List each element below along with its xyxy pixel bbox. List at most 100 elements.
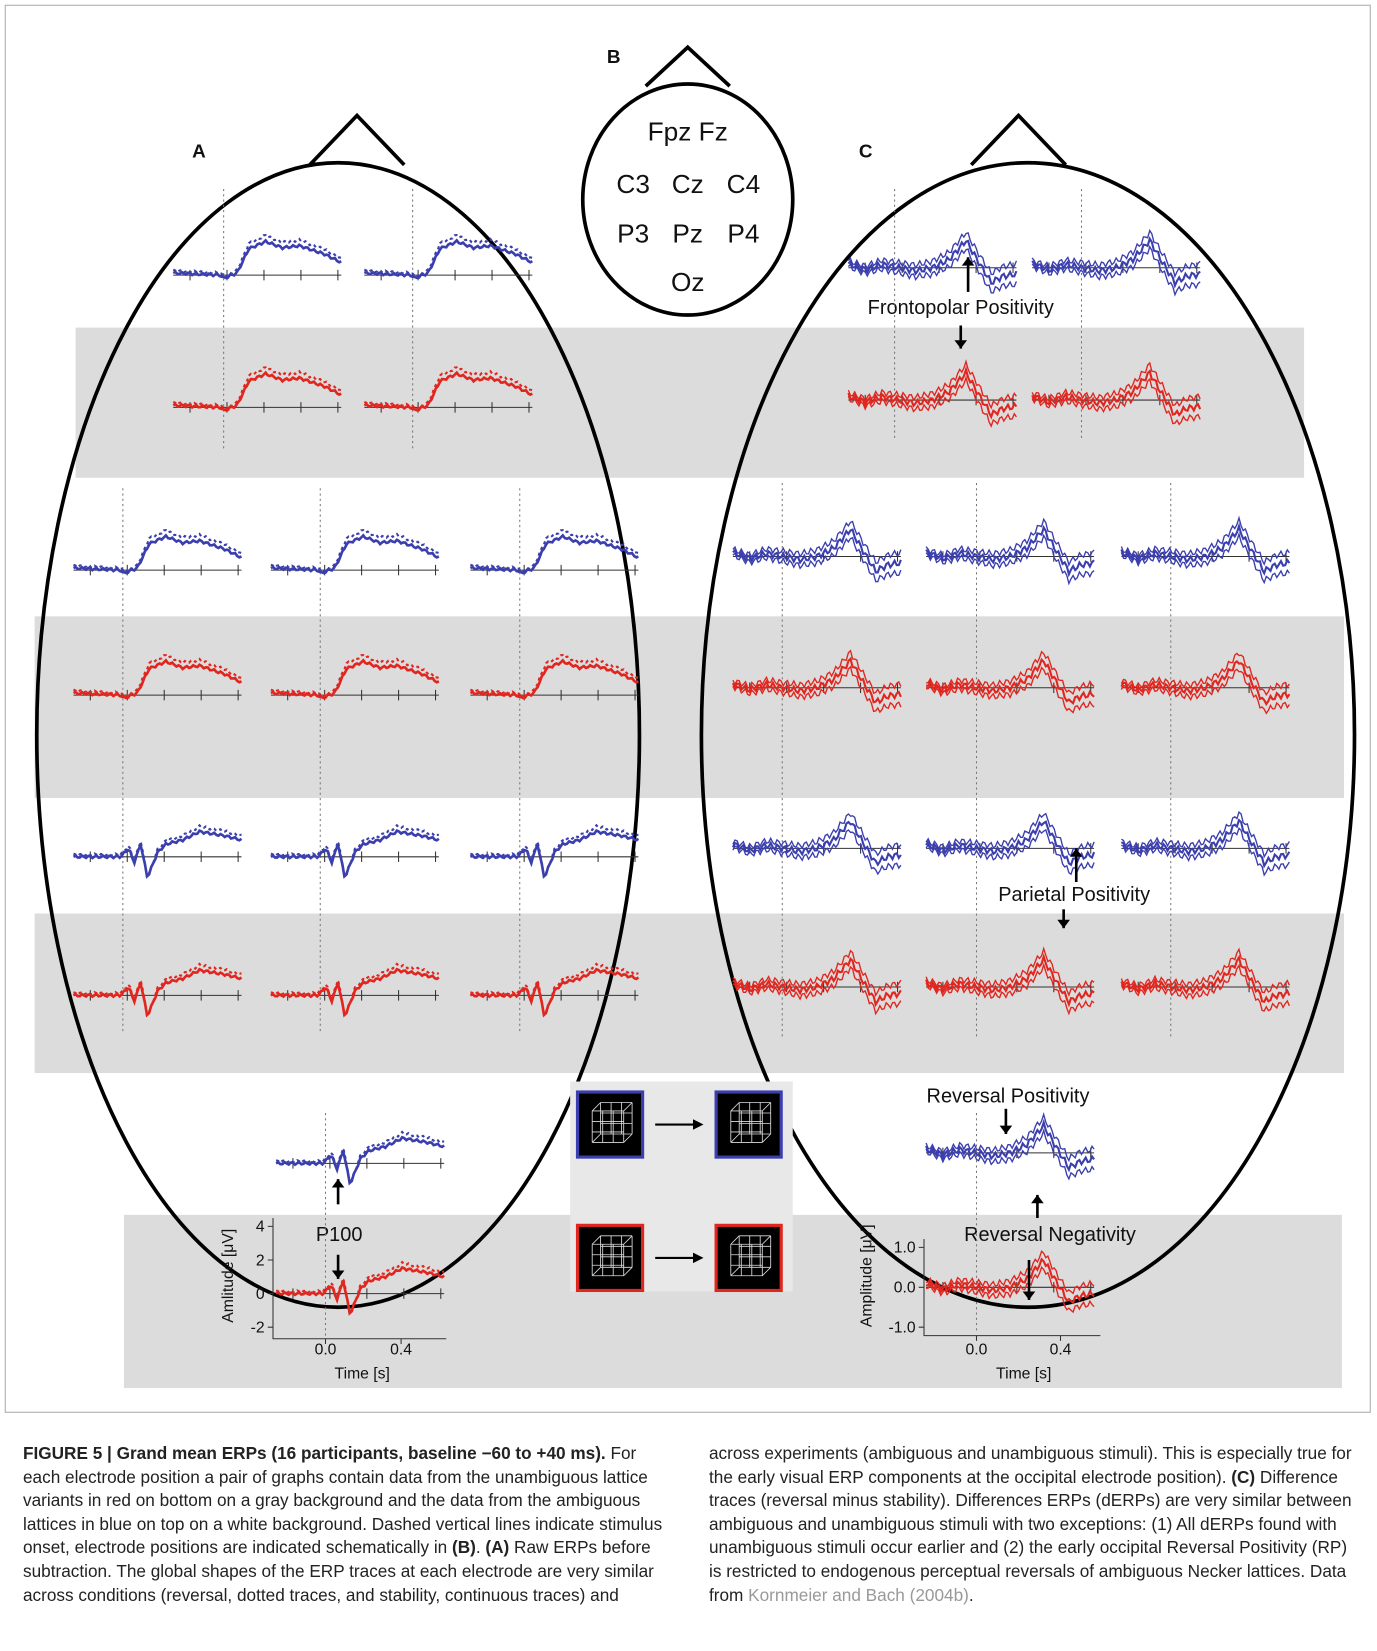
y-axis-label: Amlitude [μV]: [220, 1229, 237, 1323]
x-tick-label: 0.0: [315, 1341, 337, 1358]
gray-band: [34, 913, 1344, 1074]
figure-content: A B C Fpz Fz C3 Cz C4 P3 Pz P4 Oz Fronto…: [4, 4, 1371, 1413]
trace-solid: [469, 658, 639, 700]
trace-solid: [469, 967, 640, 1018]
lattice: [591, 1102, 633, 1143]
figure: A B C Fpz Fz C3 Cz C4 P3 Pz P4 Oz Fronto…: [4, 4, 1371, 1413]
trace-band: [1120, 515, 1290, 566]
annotation: Frontopolar Positivity: [868, 297, 1054, 319]
trace-band: [732, 829, 902, 876]
electrode-label: P4: [727, 219, 759, 249]
trace-band: [1120, 668, 1290, 715]
trace-band: [732, 520, 902, 564]
panel-label: C: [859, 142, 873, 163]
electrode-label: Oz: [671, 267, 705, 297]
axis: [732, 981, 901, 993]
stimulus-frame: [714, 1223, 783, 1293]
trace-band: [732, 956, 902, 1008]
trace-band: [847, 239, 1018, 285]
lattice: [591, 1235, 633, 1277]
trace-dotted: [270, 653, 440, 699]
gray-bands: [34, 327, 1344, 1389]
trace-band: [925, 1250, 1095, 1295]
trace-band: [732, 813, 902, 857]
axis-frame: [918, 1238, 1101, 1341]
electrode-labels: Fpz Fz C3 Cz C4 P3 Pz P4 Oz: [616, 117, 760, 297]
trace-dotted: [73, 823, 242, 881]
x-tick-label: 0.4: [390, 1341, 412, 1358]
y-tick-label: 0: [256, 1286, 265, 1303]
annotation: Reversal Negativity: [964, 1224, 1136, 1246]
y-tick-label: 0.0: [894, 1280, 916, 1297]
trace-band: [925, 953, 1095, 1008]
trace-band: [1120, 818, 1291, 869]
trace-band: [1120, 947, 1291, 994]
trace-band: [925, 517, 1095, 568]
trace-band: [925, 812, 1095, 857]
trace-dotted: [470, 823, 639, 881]
trace-band: [847, 248, 1018, 294]
electrode-label: Fpz Fz: [648, 117, 728, 147]
head-a: [34, 160, 642, 1310]
y-tick-label: 4: [256, 1219, 265, 1236]
trace-dotted: [270, 962, 439, 1020]
trace-dotted: [470, 653, 639, 699]
trace-band: [732, 528, 902, 574]
trace-band: [847, 375, 1017, 428]
trace-band: [925, 657, 1095, 705]
nose-b: [644, 44, 731, 88]
trace-band: [732, 965, 902, 1016]
arrow-head: [1057, 919, 1070, 929]
caption-segment: (B): [451, 1537, 476, 1558]
trace-solid: [270, 533, 440, 575]
y-tick-label: 2: [256, 1252, 265, 1269]
trace-band: [925, 1257, 1095, 1305]
arrow-head: [1022, 1291, 1036, 1300]
trace-dotted: [73, 962, 242, 1020]
trace-band: [847, 359, 1017, 410]
y-tick-label: -2: [251, 1319, 265, 1336]
trace-solid: [172, 238, 342, 280]
arrow-head: [331, 1270, 345, 1279]
trace-solid: [275, 1135, 445, 1186]
trace-band: [732, 536, 902, 583]
trace-solid: [72, 533, 243, 575]
head-c: [699, 160, 1357, 1310]
caption-segment: (C): [1231, 1466, 1256, 1487]
arrow-head: [1031, 1194, 1044, 1204]
trace-band: [1031, 361, 1201, 407]
trace-band: [847, 365, 1018, 420]
axes-c: Amplitude [μV] 1.0 0.0 -1.0 0.0 0.4 Time…: [858, 1224, 1101, 1383]
annotation: P100: [316, 1224, 363, 1246]
caption-segment: For each electrode position a pair of gr…: [23, 1443, 663, 1558]
trace-band: [1120, 652, 1290, 697]
trace-band: [925, 1128, 1095, 1181]
trace-band: [1031, 369, 1202, 417]
electrode-label: Cz: [672, 169, 704, 199]
trace-band: [1120, 531, 1290, 585]
trace-solid: [72, 658, 243, 700]
trace-band: [732, 949, 902, 998]
arrow-head: [954, 340, 968, 349]
panel-label: A: [192, 142, 206, 163]
caption: FIGURE 5 | Grand mean ERPs (16 participa…: [23, 1442, 1353, 1607]
trace-band: [925, 828, 1095, 876]
trace-band: [1120, 659, 1291, 707]
figure-border: [4, 4, 1371, 1413]
trace-solid: [270, 967, 440, 1018]
trace-band: [732, 649, 902, 695]
nose-c: [969, 112, 1068, 167]
y-tick-label: -1.0: [888, 1319, 915, 1336]
trace-band: [731, 820, 902, 867]
trace-solid: [275, 1265, 445, 1316]
trace-solid: [172, 370, 342, 412]
x-axis-label: Time [s]: [996, 1366, 1051, 1383]
electrode-label: C4: [727, 169, 761, 199]
electrode-label: P3: [617, 219, 649, 249]
trace-solid: [72, 829, 243, 879]
trace-dotted: [275, 1130, 445, 1188]
trace-band: [1121, 826, 1290, 877]
lattice: [730, 1235, 772, 1277]
stimulus-frame: [575, 1090, 645, 1159]
